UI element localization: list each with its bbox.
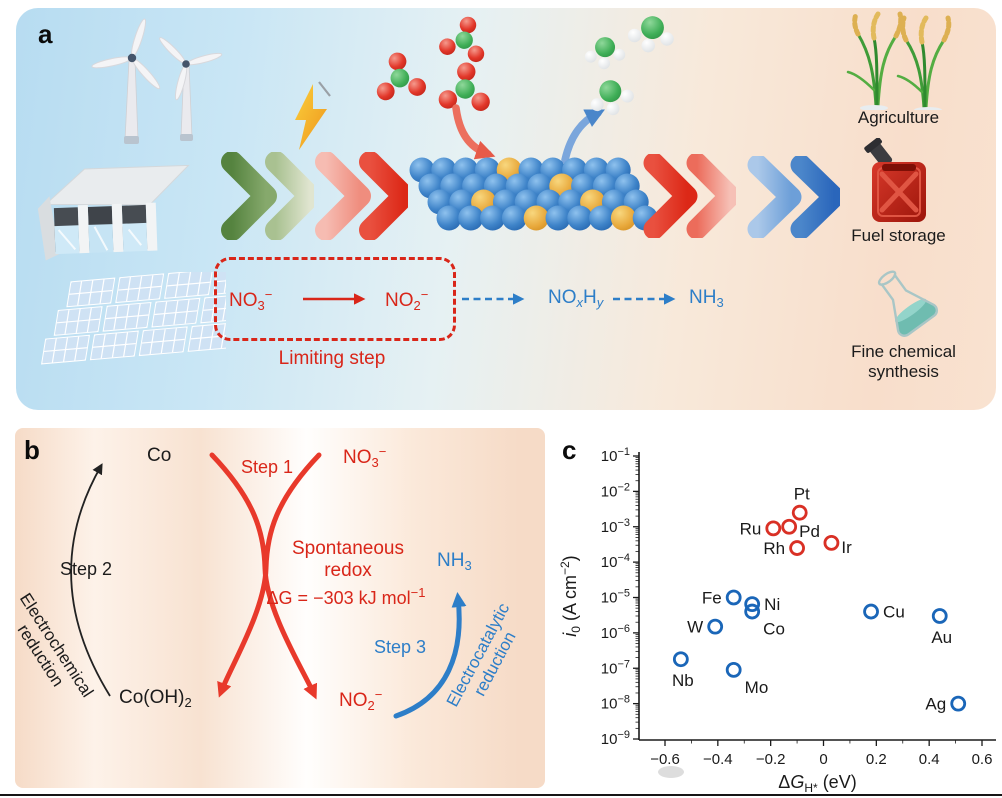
svg-text:Nb: Nb bbox=[672, 671, 694, 690]
exchange-current-scatter-chart: 10−1 10−2 10−3 10−4 10−5 10−6 10−7 10−8 10−9 −0.6… bbox=[558, 446, 996, 795]
svg-text:Au: Au bbox=[931, 628, 952, 647]
chevrons-red-out-icon bbox=[643, 154, 736, 238]
lightning-bolt-icon bbox=[295, 81, 331, 150]
svg-text:10−5: 10−5 bbox=[601, 588, 630, 607]
svg-text:Ag: Ag bbox=[925, 695, 946, 714]
no3-formula-b: NO3− bbox=[343, 444, 387, 470]
spontaneous-redox-label: Spontaneous redox bbox=[292, 538, 404, 581]
svg-text:Co: Co bbox=[763, 620, 785, 639]
noxhy-formula: NOxHy bbox=[548, 287, 604, 310]
step3-arrow bbox=[393, 592, 467, 719]
svg-text:Rh: Rh bbox=[763, 539, 785, 558]
svg-text:Cu: Cu bbox=[883, 603, 905, 622]
svg-text:10−8: 10−8 bbox=[601, 694, 630, 713]
svg-text:W: W bbox=[687, 618, 703, 637]
panel-b-label: b bbox=[24, 435, 40, 465]
application-label: Fine chemical synthesis bbox=[851, 342, 956, 381]
panel-a: a bbox=[16, 8, 996, 410]
svg-text:10−1: 10−1 bbox=[601, 446, 630, 465]
step2-arrow bbox=[70, 463, 111, 697]
step2-label: Step 2 bbox=[60, 559, 113, 579]
svg-text:10−4: 10−4 bbox=[601, 552, 630, 571]
fuel-can-icon bbox=[864, 138, 926, 222]
panel-c-label: c bbox=[562, 435, 577, 465]
no2-formula-b: NO2− bbox=[339, 687, 383, 713]
nh3-formula-b: NH3 bbox=[437, 550, 472, 573]
svg-text:Ni: Ni bbox=[764, 595, 780, 614]
delta-g-label: ΔG = −303 kJ mol−1 bbox=[266, 585, 426, 608]
wind-turbines-icon bbox=[91, 18, 223, 144]
hydro-dam-icon bbox=[37, 164, 190, 261]
svg-text:−0.6: −0.6 bbox=[650, 751, 680, 768]
step1-curve-right bbox=[217, 452, 322, 698]
svg-text:0.6: 0.6 bbox=[972, 751, 993, 768]
dashed-arrow-icon bbox=[462, 293, 525, 305]
catalyst-surface-icon bbox=[409, 157, 658, 231]
chevrons-green-icon bbox=[221, 152, 314, 240]
panel-a-label: a bbox=[38, 19, 53, 49]
ammonia-molecule-icon bbox=[584, 37, 626, 70]
svg-text:0: 0 bbox=[819, 751, 827, 768]
chevrons-blue-icon bbox=[747, 156, 840, 238]
svg-text:Mo: Mo bbox=[745, 678, 769, 697]
svg-text:Pd: Pd bbox=[799, 522, 820, 541]
application-label: Fuel storage bbox=[851, 226, 946, 245]
svg-text:10−7: 10−7 bbox=[601, 658, 630, 677]
rice-plant-icon bbox=[846, 11, 952, 110]
svg-text:0.2: 0.2 bbox=[866, 751, 887, 768]
step1-label: Step 1 bbox=[241, 457, 294, 477]
svg-text:ΔGH* (eV): ΔGH* (eV) bbox=[778, 772, 856, 795]
solar-panels-icon bbox=[41, 272, 226, 365]
panel-c: 10−1 10−2 10−3 10−4 10−5 10−6 10−7 10−8 10−9 −0.6… bbox=[556, 428, 1002, 798]
desorption-arrow-icon bbox=[561, 109, 605, 164]
svg-text:10−6: 10−6 bbox=[601, 623, 630, 642]
application-label: Agriculture bbox=[857, 108, 940, 127]
flask-icon bbox=[877, 270, 939, 337]
chevrons-red-in-icon bbox=[315, 152, 408, 240]
ammonia-molecule-icon bbox=[588, 75, 636, 116]
svg-text:Ru: Ru bbox=[740, 519, 762, 538]
nh3-formula: NH3 bbox=[689, 287, 724, 310]
no2-formula: NO2− bbox=[385, 287, 429, 313]
step3-label: Step 3 bbox=[374, 637, 427, 657]
reaction-arrow-icon bbox=[303, 293, 366, 305]
no3-formula: NO3− bbox=[229, 287, 273, 313]
panel-b-diagram bbox=[70, 452, 467, 719]
limiting-step-label: Limiting step bbox=[278, 348, 386, 369]
svg-text:Ir: Ir bbox=[841, 538, 852, 557]
figure-bottom-rule bbox=[0, 794, 1002, 796]
svg-text:10−2: 10−2 bbox=[601, 481, 630, 500]
ammonia-molecule-icon bbox=[628, 12, 678, 54]
nitrate-molecule-icon bbox=[438, 16, 490, 64]
svg-text:10−9: 10−9 bbox=[601, 729, 630, 748]
svg-text:0.4: 0.4 bbox=[919, 751, 940, 768]
svg-text:Pt: Pt bbox=[794, 485, 810, 504]
limiting-step-box bbox=[214, 257, 456, 341]
svg-text:−0.2: −0.2 bbox=[756, 751, 786, 768]
adsorption-arrow-icon bbox=[452, 104, 496, 160]
co-oh2-formula: Co(OH)2 bbox=[119, 687, 192, 710]
svg-text:Fe: Fe bbox=[702, 589, 722, 608]
svg-text:−0.4: −0.4 bbox=[703, 751, 733, 768]
dashed-arrow-icon bbox=[613, 293, 676, 305]
co-label: Co bbox=[147, 445, 172, 466]
svg-text:i0 (A cm−2): i0 (A cm−2) bbox=[558, 555, 583, 636]
svg-text:10−3: 10−3 bbox=[601, 517, 630, 536]
nitrate-molecule-icon bbox=[372, 52, 428, 102]
